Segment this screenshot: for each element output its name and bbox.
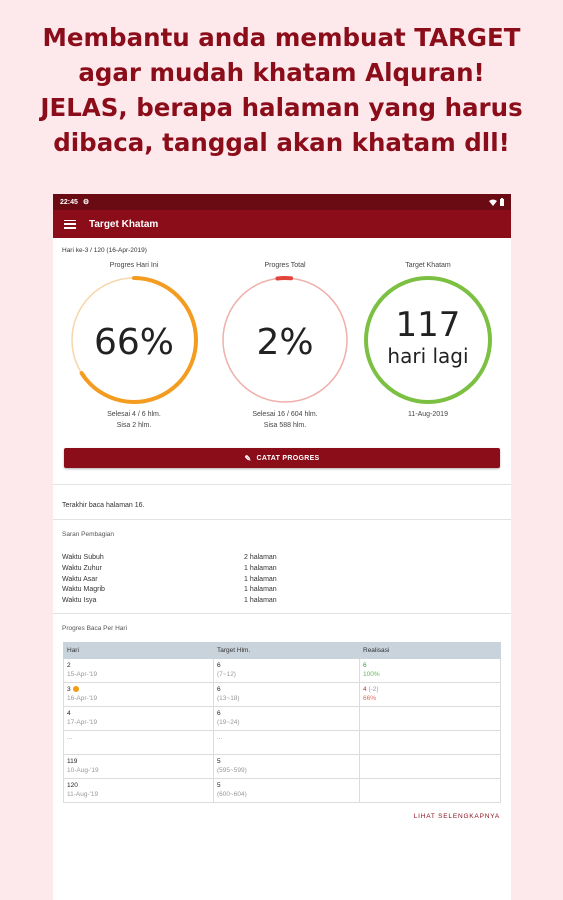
gauge-total-label: Progres Total bbox=[264, 262, 306, 269]
gauge-today-done: Selesai 4 / 6 hlm. bbox=[107, 411, 161, 418]
saran-title: Saran Pembagian bbox=[62, 531, 115, 538]
column-header-day: Hari bbox=[63, 641, 214, 659]
app-title: Target Khatam bbox=[89, 218, 159, 230]
table-row: ... ... bbox=[63, 729, 501, 755]
gauge-target-date: 11-Aug-2019 bbox=[408, 411, 448, 418]
day-info: Hari ke-3 / 120 (16-Apr-2019) bbox=[62, 247, 147, 254]
see-more-link[interactable]: LIHAT SELENGKAPNYA bbox=[413, 812, 500, 820]
headline-line-1: Membantu anda membuat TARGET bbox=[42, 23, 521, 52]
settings-icon: ⚙ bbox=[82, 199, 90, 206]
table-row[interactable]: 119 10-Aug-'19 5 (595~599) bbox=[63, 753, 501, 779]
saran-row: Waktu Asar 1 halaman bbox=[62, 575, 277, 583]
saran-row: Waktu Isya 1 halaman bbox=[62, 597, 277, 605]
wifi-icon bbox=[489, 199, 497, 206]
gauge-today: Progres Hari Ini 66% Selesai 4 / 6 hlm. … bbox=[66, 262, 202, 430]
daily-progress-title: Progres Baca Per Hari bbox=[62, 624, 128, 632]
hamburger-menu-icon[interactable] bbox=[64, 219, 76, 229]
column-header-realization: Realisasi bbox=[359, 641, 501, 659]
today-indicator-icon bbox=[72, 686, 79, 693]
status-bar: 22:45 ⚙ bbox=[53, 194, 511, 210]
days-left-unit: hari lagi bbox=[387, 344, 469, 368]
app-bar: Target Khatam bbox=[53, 210, 511, 238]
gauge-target-ring bbox=[364, 276, 492, 404]
saran-row: Waktu Subuh 2 halaman bbox=[62, 554, 277, 561]
divider bbox=[53, 484, 511, 485]
status-time: 22:45 bbox=[60, 198, 78, 206]
phone-screen: 22:45 ⚙ Target Khatam Hari ke-3 / 120 (1… bbox=[53, 194, 511, 900]
daily-progress-table: Hari Target Hlm. Realisasi 2 15-Apr-'19 6… bbox=[63, 641, 501, 803]
gauge-today-value: 66% bbox=[93, 322, 174, 363]
last-read-text: Terakhir baca halaman 16. bbox=[62, 502, 145, 509]
gauge-total-ring bbox=[221, 276, 349, 404]
saran-row: Waktu Magrib 1 halaman bbox=[62, 586, 277, 594]
gauge-total: Progres Total 2% Selesai 16 / 604 hlm. S… bbox=[217, 262, 353, 430]
gauge-total-value: 2% bbox=[256, 322, 314, 363]
headline-line-4: dibaca, tanggal akan khatam dll! bbox=[53, 128, 510, 157]
gauge-today-remaining: Sisa 2 hlm. bbox=[116, 422, 152, 429]
battery-icon bbox=[500, 198, 504, 206]
table-row[interactable]: 3 16-Apr-'19 6 (13~18) 4 (-2) 66% bbox=[63, 681, 501, 707]
gauges-row: Progres Hari Ini 66% Selesai 4 / 6 hlm. … bbox=[62, 254, 502, 450]
record-progress-label: CATAT PROGRES bbox=[256, 454, 320, 462]
divider bbox=[53, 612, 511, 614]
days-left-number: 117 bbox=[395, 305, 461, 345]
headline-line-3: JELAS, berapa halaman yang harus bbox=[40, 93, 523, 122]
promo-headline: Membantu anda membuat TARGET agar mudah … bbox=[0, 20, 563, 160]
pencil-icon: ✎ bbox=[244, 453, 252, 463]
table-row[interactable]: 4 17-Apr-'19 6 (19~24) bbox=[63, 705, 501, 731]
table-row[interactable]: 2 15-Apr-'19 6 (7~12) 6 100% bbox=[63, 657, 501, 683]
gauge-total-done: Selesai 16 / 604 hlm. bbox=[252, 411, 318, 418]
table-row[interactable]: 120 11-Aug-'19 5 (600~604) bbox=[63, 777, 501, 803]
headline-line-2: agar mudah khatam Alquran! bbox=[78, 58, 485, 87]
gauge-target-label: Target Khatam bbox=[405, 262, 451, 269]
saran-list: Waktu Subuh 2 halaman Waktu Zuhur 1 halama… bbox=[62, 553, 502, 613]
column-header-target: Target Hlm. bbox=[213, 641, 360, 659]
gauge-target-value: 117 hari lagi bbox=[360, 306, 496, 368]
saran-row: Waktu Zuhur 1 halaman bbox=[62, 564, 277, 572]
gauge-total-remaining: Sisa 588 hlm. bbox=[263, 422, 307, 429]
gauge-today-label: Progres Hari Ini bbox=[109, 262, 159, 269]
gauge-target: Target Khatam 117 hari lagi 11-Aug-2019 bbox=[360, 262, 496, 419]
gauge-today-ring bbox=[70, 276, 198, 404]
divider bbox=[53, 519, 511, 520]
record-progress-button[interactable]: ✎ CATAT PROGRES bbox=[64, 448, 500, 468]
